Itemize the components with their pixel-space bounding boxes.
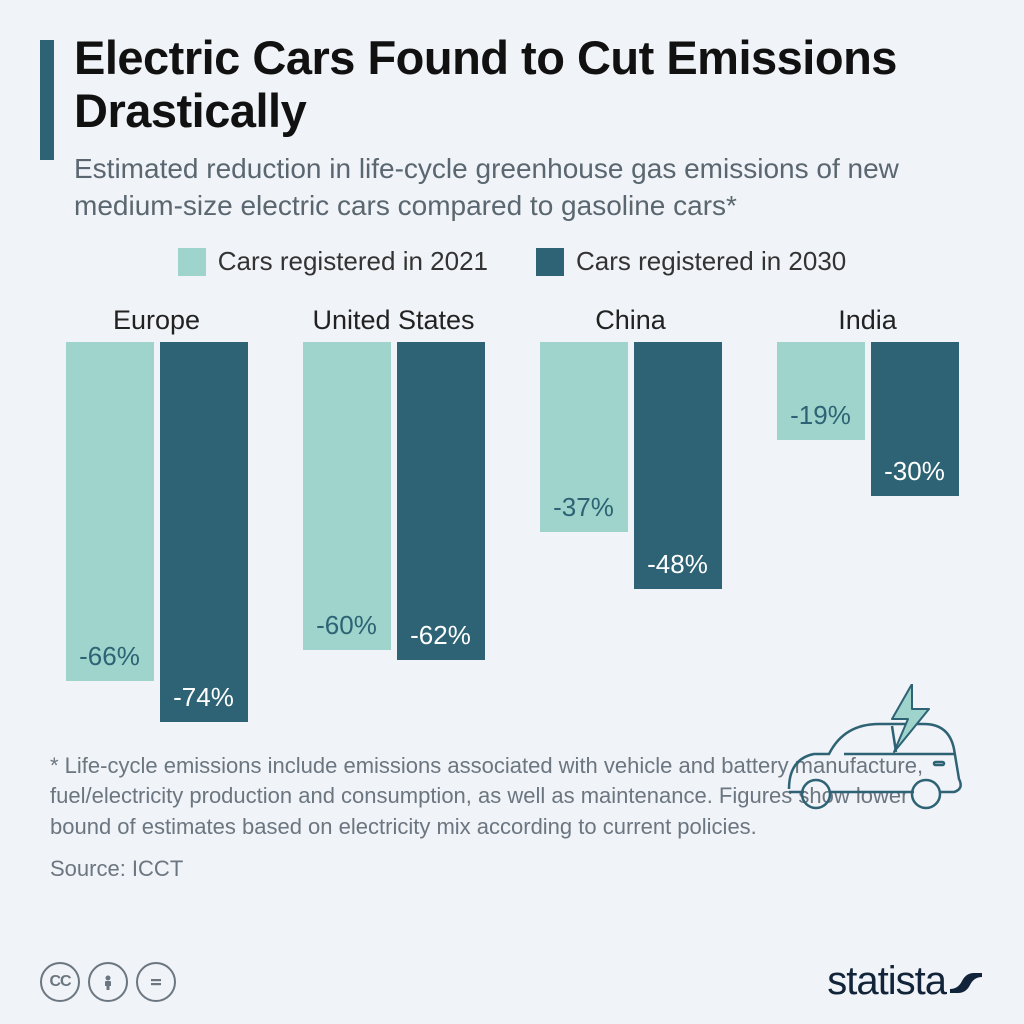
legend-swatch-2030: [536, 248, 564, 276]
bar-value-label: -60%: [303, 610, 391, 641]
bar-india-2021: -19%: [777, 342, 865, 722]
bar-value-label: -74%: [160, 682, 248, 713]
bar-fill: [160, 342, 248, 722]
region-label: Europe: [113, 305, 200, 336]
electric-car-icon: [774, 684, 974, 824]
region-china: China -37% -48%: [524, 305, 737, 725]
bar-europe-2021: -66%: [66, 342, 154, 722]
region-label: China: [595, 305, 666, 336]
by-icon: [88, 962, 128, 1002]
region-label: India: [838, 305, 897, 336]
bar-chart: Europe -66% -74% United States -60% -62%: [40, 305, 984, 725]
bars: -37% -48%: [524, 342, 737, 722]
bar-fill: [303, 342, 391, 650]
cc-license-icons: CC: [40, 962, 176, 1002]
region-label: United States: [312, 305, 474, 336]
brand-text: statista: [827, 959, 946, 1004]
statista-logo: statista: [827, 959, 984, 1004]
nd-icon: [136, 962, 176, 1002]
bar-value-label: -37%: [540, 492, 628, 523]
header: Electric Cars Found to Cut Emissions Dra…: [40, 32, 984, 224]
subtitle: Estimated reduction in life-cycle greenh…: [74, 151, 984, 224]
statista-wave-icon: [948, 967, 984, 997]
legend-swatch-2021: [178, 248, 206, 276]
title-block: Electric Cars Found to Cut Emissions Dra…: [74, 32, 984, 224]
bar-fill: [397, 342, 485, 660]
bars: -60% -62%: [287, 342, 500, 722]
bar-china-2021: -37%: [540, 342, 628, 722]
source-label: Source: ICCT: [40, 856, 984, 882]
region-europe: Europe -66% -74%: [50, 305, 263, 725]
bar-china-2030: -48%: [634, 342, 722, 722]
legend-label-2021: Cars registered in 2021: [218, 246, 488, 277]
bar-us-2030: -62%: [397, 342, 485, 722]
legend-item-2030: Cars registered in 2030: [536, 246, 846, 277]
bar-value-label: -66%: [66, 641, 154, 672]
bar-fill: [66, 342, 154, 681]
legend: Cars registered in 2021 Cars registered …: [40, 246, 984, 277]
region-india: India -19% -30%: [761, 305, 974, 725]
bar-value-label: -30%: [871, 456, 959, 487]
bars: -66% -74%: [50, 342, 263, 722]
bar-value-label: -48%: [634, 549, 722, 580]
accent-bar: [40, 40, 54, 160]
bar-value-label: -62%: [397, 620, 485, 651]
page-title: Electric Cars Found to Cut Emissions Dra…: [74, 32, 984, 137]
legend-item-2021: Cars registered in 2021: [178, 246, 488, 277]
bar-india-2030: -30%: [871, 342, 959, 722]
bar-europe-2030: -74%: [160, 342, 248, 722]
bar-us-2021: -60%: [303, 342, 391, 722]
region-us: United States -60% -62%: [287, 305, 500, 725]
footer: CC statista: [40, 959, 984, 1004]
bars: -19% -30%: [761, 342, 974, 722]
legend-label-2030: Cars registered in 2030: [576, 246, 846, 277]
cc-icon: CC: [40, 962, 80, 1002]
bar-value-label: -19%: [777, 400, 865, 431]
